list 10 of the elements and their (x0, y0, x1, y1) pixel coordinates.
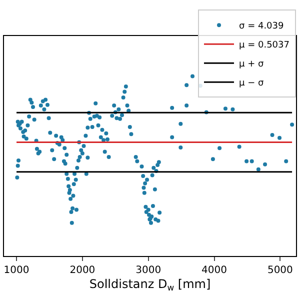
x-tick-label: 4000 (202, 265, 227, 276)
x-tick-label: 2000 (70, 265, 96, 276)
x-tick-label: 3000 (136, 265, 162, 276)
legend-label: σ = 4.039 (239, 22, 284, 32)
x-tick-label: 5000 (267, 265, 293, 276)
x-axis-title: Solldistanz D$_{w}$ [mm] (89, 276, 211, 292)
x-tick-label: 1000 (4, 265, 30, 276)
legend-label: μ = 0.5037 (239, 40, 290, 51)
legend-label: μ − σ (239, 78, 264, 89)
legend-label: μ + σ (239, 60, 264, 70)
